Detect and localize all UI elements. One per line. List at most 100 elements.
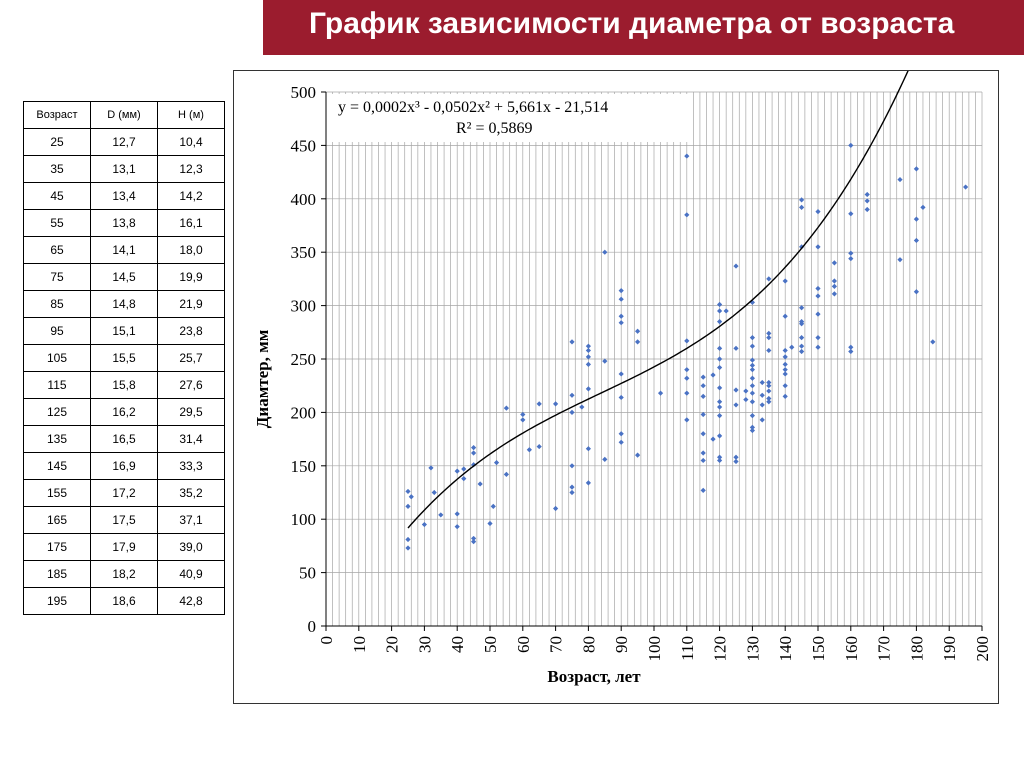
data-point	[766, 330, 772, 336]
y-tick-label: 300	[291, 297, 317, 316]
data-point	[815, 244, 821, 250]
table-cell: 13,1	[90, 155, 158, 183]
data-point	[520, 411, 526, 418]
table-cell: 40,9	[157, 560, 225, 588]
data-point	[733, 387, 739, 393]
data-point	[454, 524, 460, 530]
x-tick-label: 70	[547, 636, 566, 653]
column-header: D (мм)	[90, 101, 158, 129]
trendline-equation: y = 0,0002x³ - 0,0502x² + 5,661x - 21,51…	[338, 99, 608, 116]
y-tick-label: 100	[291, 510, 317, 529]
data-point	[684, 390, 690, 396]
data-point	[848, 256, 854, 262]
data-point	[717, 404, 723, 410]
x-tick-label: 60	[514, 636, 533, 653]
data-point	[717, 301, 723, 308]
table-cell: 39,0	[157, 533, 225, 561]
data-point	[831, 260, 837, 266]
data-point	[635, 452, 641, 458]
data-point	[749, 299, 755, 305]
data-point	[569, 489, 575, 496]
column-header: H (м)	[157, 101, 225, 129]
table-cell: 185	[23, 560, 91, 588]
data-point	[700, 393, 706, 399]
table-cell: 55	[23, 209, 91, 237]
data-point	[864, 191, 870, 198]
data-point	[717, 308, 723, 314]
data-point	[487, 520, 493, 527]
data-point	[717, 364, 723, 371]
table-cell: 17,5	[90, 506, 158, 534]
y-tick-label: 500	[291, 83, 317, 102]
data-point	[815, 344, 821, 350]
data-point	[618, 288, 624, 294]
table-row: 95 15,1 23,8	[23, 317, 225, 345]
data-point	[405, 536, 411, 543]
table-cell: 16,9	[90, 452, 158, 480]
data-point	[405, 503, 411, 509]
page-title: График зависимости диаметра от возраста	[309, 7, 955, 40]
x-tick-label: 140	[776, 636, 795, 662]
data-point	[749, 357, 755, 363]
data-point	[864, 198, 870, 204]
data-point	[913, 237, 919, 244]
header-bar: График зависимости диаметра от возраста	[263, 0, 1024, 55]
data-point	[920, 204, 926, 210]
x-tick-label: 170	[875, 636, 894, 662]
data-point	[749, 343, 755, 349]
table-row: 45 13,4 14,2	[23, 182, 225, 210]
data-point	[717, 319, 723, 325]
table-cell: 14,1	[90, 236, 158, 264]
data-point	[766, 395, 772, 402]
table-row: 175 17,9 39,0	[23, 533, 225, 561]
data-point	[743, 396, 749, 403]
data-point	[618, 371, 624, 377]
data-point	[913, 289, 919, 295]
data-point	[700, 374, 706, 380]
data-point	[684, 212, 690, 218]
data-point	[700, 487, 706, 493]
table-cell: 13,4	[90, 182, 158, 210]
data-point	[815, 285, 821, 292]
table-cell: 27,6	[157, 371, 225, 399]
data-point	[503, 405, 509, 411]
table-cell: 75	[23, 263, 91, 291]
x-tick-label: 0	[317, 636, 336, 645]
table-row: 125 16,2 29,5	[23, 398, 225, 426]
data-point	[782, 393, 788, 399]
data-point	[831, 283, 837, 289]
data-point	[782, 354, 788, 360]
data-point	[799, 343, 805, 349]
table-row: 25 12,7 10,4	[23, 128, 225, 156]
data-point	[766, 347, 772, 354]
y-axis-title: Диамтер, мм	[253, 329, 272, 428]
data-point	[799, 335, 805, 341]
scatter-chart: 0 50 100 150 200 250 300 350 400 450 500 0 10 20 30 40 5…	[253, 0, 992, 686]
data-point	[759, 417, 765, 423]
x-tick-label: 130	[743, 636, 762, 662]
data-point	[897, 176, 903, 183]
data-point	[490, 503, 496, 509]
data-point	[618, 296, 624, 302]
data-point	[710, 372, 716, 378]
table-cell: 12,3	[157, 155, 225, 183]
table-cell: 195	[23, 587, 91, 615]
chart-frame: 0 50 100 150 200 250 300 350 400 450 500 0 10 20 30 40 5…	[233, 0, 999, 704]
table-cell: 65	[23, 236, 91, 264]
data-point	[526, 447, 532, 453]
data-point	[585, 343, 591, 349]
data-point	[913, 166, 919, 172]
data-point	[408, 494, 414, 500]
table-cell: 16,5	[90, 425, 158, 453]
x-tick-label: 190	[940, 636, 959, 662]
column-header: Возраст	[23, 101, 91, 129]
data-point	[569, 409, 575, 415]
table-cell: 135	[23, 425, 91, 453]
table-cell: 10,4	[157, 128, 225, 156]
data-point	[569, 463, 575, 469]
y-tick-label: 150	[291, 457, 317, 476]
data-point	[749, 413, 755, 419]
table-row: 115 15,8 27,6	[23, 371, 225, 399]
data-point	[700, 383, 706, 389]
data-point	[536, 401, 542, 407]
